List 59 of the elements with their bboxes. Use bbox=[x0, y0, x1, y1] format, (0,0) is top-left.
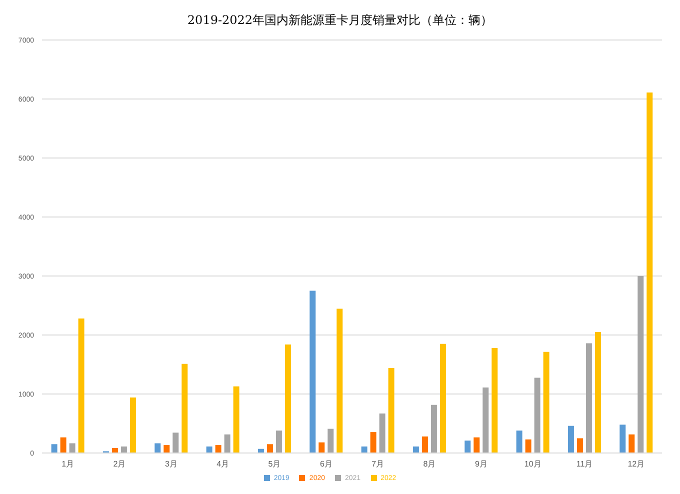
x-tick-label: 8月 bbox=[423, 460, 436, 469]
bar bbox=[464, 440, 471, 453]
bar bbox=[206, 446, 212, 453]
bar bbox=[284, 344, 291, 453]
bar bbox=[638, 276, 644, 453]
x-tick-label: 11月 bbox=[576, 460, 593, 469]
x-tick-label: 5月 bbox=[268, 460, 281, 469]
bar bbox=[172, 432, 179, 453]
bar bbox=[224, 434, 230, 453]
x-tick-label: 12月 bbox=[628, 460, 645, 469]
x-tick-label: 2月 bbox=[113, 460, 126, 469]
bar bbox=[130, 398, 136, 453]
bar bbox=[318, 442, 325, 453]
bar bbox=[482, 388, 489, 453]
bar bbox=[586, 343, 592, 453]
bar bbox=[534, 378, 540, 453]
bar bbox=[310, 290, 316, 453]
x-tick-label: 7月 bbox=[372, 460, 384, 469]
bar bbox=[69, 443, 76, 453]
x-tick-label: 6月 bbox=[320, 460, 332, 469]
bar bbox=[51, 444, 58, 453]
x-tick-label: 9月 bbox=[474, 460, 488, 469]
bar bbox=[361, 446, 368, 453]
bar bbox=[646, 92, 653, 453]
bar bbox=[182, 364, 188, 453]
x-tick-label: 1月 bbox=[62, 460, 74, 469]
bar bbox=[474, 437, 480, 453]
bar bbox=[336, 308, 343, 453]
bar bbox=[525, 439, 532, 453]
x-tick-label: 4月 bbox=[216, 460, 230, 469]
bar bbox=[233, 386, 240, 453]
bar bbox=[328, 428, 334, 453]
bar bbox=[112, 448, 118, 453]
chart-title: 2019-2022年国内新能源重卡月度销量对比（单位：辆） bbox=[186, 12, 494, 29]
bar bbox=[568, 426, 574, 453]
bar bbox=[430, 404, 437, 453]
bar bbox=[379, 413, 386, 453]
bar bbox=[78, 318, 84, 453]
bar bbox=[120, 446, 127, 453]
bar bbox=[388, 368, 394, 453]
bar bbox=[276, 430, 282, 453]
bar bbox=[628, 434, 635, 453]
bar bbox=[516, 430, 522, 453]
bar bbox=[164, 445, 170, 453]
x-tick-label: 10月 bbox=[524, 460, 542, 469]
bar bbox=[594, 332, 601, 453]
x-tick-label: 3月 bbox=[164, 460, 178, 469]
bar bbox=[215, 445, 222, 453]
bar bbox=[576, 438, 583, 453]
bar bbox=[492, 348, 498, 453]
bar bbox=[370, 432, 376, 453]
bar bbox=[154, 443, 161, 453]
bar bbox=[412, 446, 419, 453]
bar bbox=[422, 436, 428, 453]
bar bbox=[440, 344, 446, 453]
bar bbox=[60, 437, 66, 453]
bar bbox=[620, 424, 626, 453]
bar bbox=[543, 352, 550, 453]
bar bbox=[266, 444, 273, 453]
